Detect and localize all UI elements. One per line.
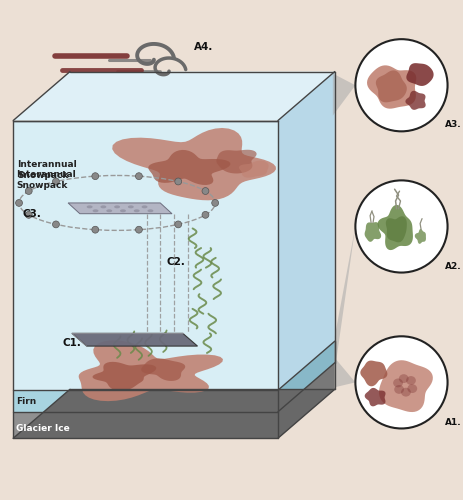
Polygon shape: [141, 358, 185, 381]
Text: Interannual
Snowpack: Interannual Snowpack: [17, 160, 77, 180]
Text: A4.: A4.: [193, 42, 213, 52]
Circle shape: [92, 172, 99, 180]
Text: A3.: A3.: [444, 120, 460, 130]
Circle shape: [175, 178, 181, 185]
Circle shape: [52, 221, 59, 228]
Polygon shape: [238, 160, 268, 178]
Ellipse shape: [398, 374, 408, 383]
Ellipse shape: [128, 206, 133, 208]
Polygon shape: [364, 388, 385, 406]
Polygon shape: [406, 63, 432, 86]
Polygon shape: [13, 390, 277, 412]
Circle shape: [211, 200, 218, 206]
Polygon shape: [13, 72, 334, 120]
Polygon shape: [375, 70, 406, 102]
Polygon shape: [13, 389, 334, 438]
Polygon shape: [334, 358, 355, 388]
Text: C3.: C3.: [23, 208, 42, 218]
Polygon shape: [216, 150, 256, 174]
Text: Firn: Firn: [16, 396, 36, 406]
Polygon shape: [364, 222, 380, 242]
Circle shape: [201, 188, 208, 194]
Text: A2.: A2.: [444, 262, 460, 270]
Ellipse shape: [114, 206, 120, 208]
Ellipse shape: [405, 376, 415, 385]
Ellipse shape: [120, 210, 125, 212]
Ellipse shape: [87, 206, 93, 208]
Circle shape: [92, 226, 99, 233]
Text: Glacier Ice: Glacier Ice: [16, 424, 70, 434]
Circle shape: [355, 180, 447, 272]
Text: C1.: C1.: [62, 338, 81, 348]
Ellipse shape: [147, 210, 153, 212]
Circle shape: [355, 336, 447, 428]
Ellipse shape: [133, 210, 139, 212]
Polygon shape: [13, 412, 277, 438]
Ellipse shape: [93, 210, 98, 212]
Ellipse shape: [392, 378, 402, 388]
Ellipse shape: [400, 388, 410, 396]
Polygon shape: [378, 360, 432, 412]
Ellipse shape: [106, 210, 112, 212]
Polygon shape: [79, 340, 222, 401]
Text: C2.: C2.: [166, 256, 185, 266]
Circle shape: [135, 226, 142, 233]
Polygon shape: [366, 66, 415, 108]
Ellipse shape: [141, 206, 147, 208]
Ellipse shape: [100, 206, 106, 208]
Circle shape: [135, 172, 142, 180]
Circle shape: [25, 212, 32, 218]
Circle shape: [25, 188, 32, 194]
Text: Interannual
Snowpack: Interannual Snowpack: [16, 170, 75, 190]
Circle shape: [16, 200, 22, 206]
Polygon shape: [277, 72, 334, 390]
Circle shape: [201, 212, 208, 218]
Polygon shape: [277, 363, 334, 438]
Circle shape: [175, 221, 181, 228]
Polygon shape: [148, 150, 230, 185]
Polygon shape: [334, 226, 355, 370]
Polygon shape: [385, 216, 406, 242]
Polygon shape: [414, 229, 425, 244]
Polygon shape: [360, 360, 387, 386]
Polygon shape: [332, 74, 355, 116]
Ellipse shape: [394, 385, 403, 394]
Polygon shape: [72, 334, 197, 346]
Circle shape: [52, 178, 59, 185]
Polygon shape: [13, 120, 277, 390]
Polygon shape: [92, 362, 156, 391]
Polygon shape: [112, 128, 275, 200]
Ellipse shape: [407, 384, 416, 393]
Polygon shape: [405, 91, 425, 110]
Polygon shape: [277, 341, 334, 412]
Circle shape: [355, 39, 447, 132]
Polygon shape: [68, 203, 172, 213]
Polygon shape: [377, 205, 412, 250]
Text: A1.: A1.: [444, 418, 460, 426]
